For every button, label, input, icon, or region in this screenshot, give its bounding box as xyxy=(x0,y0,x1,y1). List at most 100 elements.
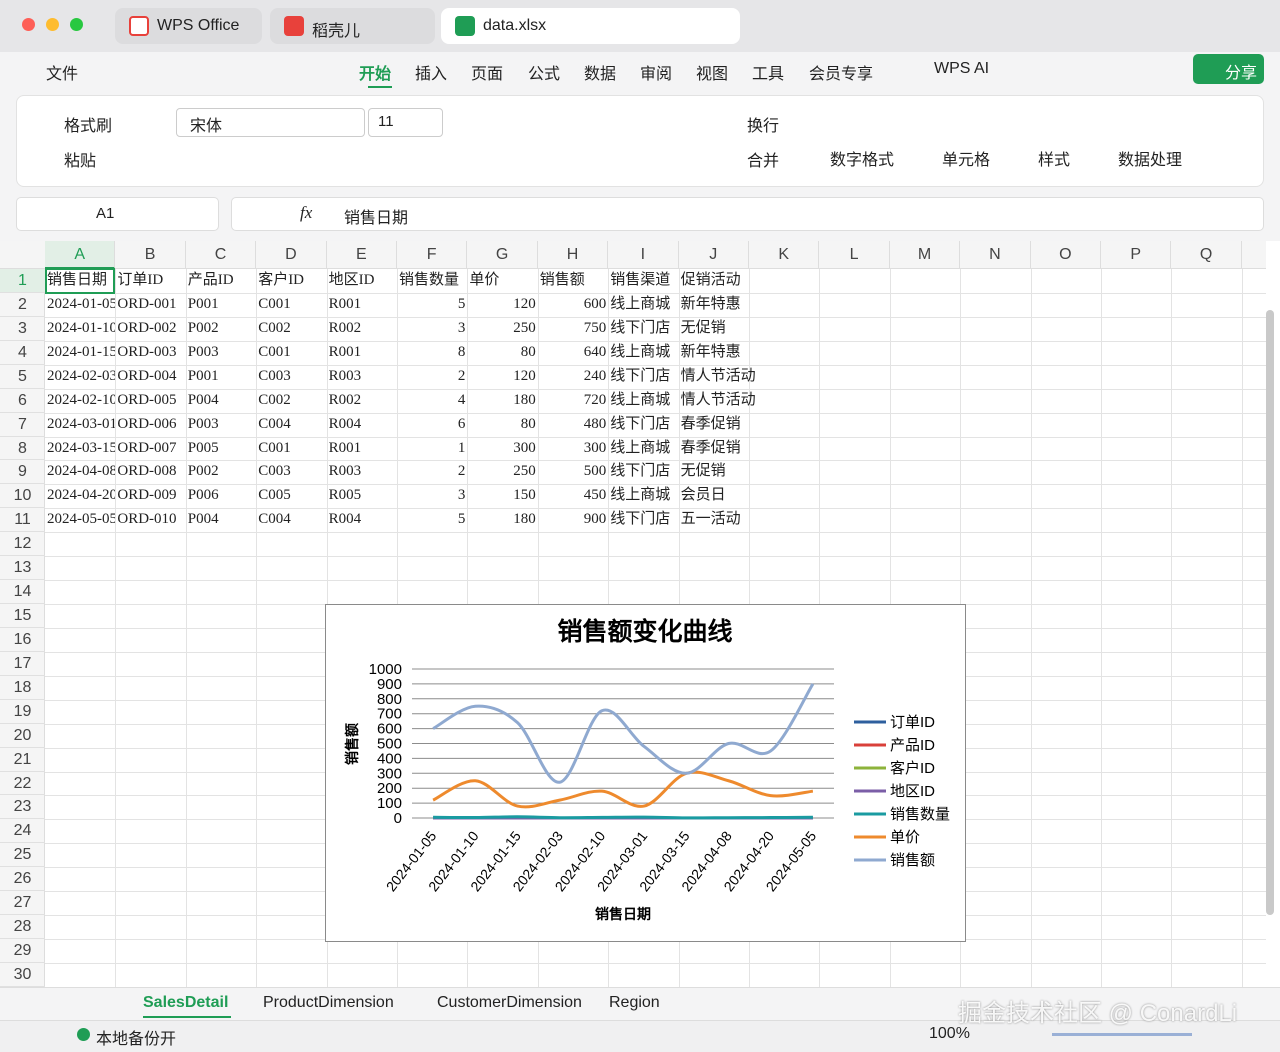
cell[interactable]: 线上商城 xyxy=(610,391,671,408)
cell[interactable]: R002 xyxy=(328,319,362,336)
menu-item[interactable]: 插入 xyxy=(415,66,448,83)
row-header[interactable]: 17 xyxy=(0,652,45,676)
cell[interactable]: C001 xyxy=(258,343,291,360)
zoom-level[interactable]: 100% xyxy=(929,1025,970,1042)
cell[interactable]: 1 xyxy=(457,439,466,456)
cell[interactable]: C002 xyxy=(258,391,291,408)
cell[interactable]: 720 xyxy=(583,391,607,408)
cell[interactable]: 线下门店 xyxy=(610,319,671,336)
cell[interactable]: R001 xyxy=(328,295,362,312)
column-header[interactable]: K xyxy=(749,241,820,269)
sheet-tab[interactable]: CustomerDimension xyxy=(437,994,582,1011)
cell[interactable]: 500 xyxy=(583,463,607,480)
row-header[interactable]: 6 xyxy=(0,389,45,413)
ribbon-button[interactable]: 换行 xyxy=(747,118,780,135)
cell[interactable]: 产品ID xyxy=(187,272,234,288)
cell[interactable]: P001 xyxy=(187,367,219,384)
cell[interactable]: P002 xyxy=(187,319,219,336)
cell[interactable]: 640 xyxy=(583,343,607,360)
menu-item[interactable]: 公式 xyxy=(528,66,561,83)
cell[interactable]: 8 xyxy=(457,343,466,360)
cell[interactable]: 80 xyxy=(520,415,536,432)
column-header[interactable]: N xyxy=(960,241,1031,269)
cell[interactable]: ORD-008 xyxy=(117,463,177,480)
cell[interactable]: 单价 xyxy=(469,272,500,288)
scrollbar[interactable] xyxy=(1266,310,1274,915)
window-tab[interactable]: 稻壳儿 xyxy=(270,8,435,44)
row-header[interactable]: 16 xyxy=(0,628,45,652)
cell[interactable]: 6 xyxy=(457,415,466,432)
cell[interactable]: 2024-04-08 xyxy=(47,463,116,480)
row-header[interactable]: 19 xyxy=(0,700,45,724)
cell[interactable]: 2024-03-15 xyxy=(47,439,116,456)
cell[interactable]: 480 xyxy=(583,415,607,432)
menu-item[interactable]: 文件 xyxy=(46,66,79,83)
ribbon-button[interactable]: 粘贴 xyxy=(64,153,97,170)
column-header[interactable]: Q xyxy=(1171,241,1242,269)
row-header[interactable]: 22 xyxy=(0,772,45,796)
ribbon-button[interactable]: 单元格 xyxy=(942,152,991,169)
cell[interactable]: 2 xyxy=(457,367,466,384)
cell[interactable]: 春季促销 xyxy=(680,439,741,456)
cell[interactable]: 新年特惠 xyxy=(680,343,741,360)
row-header[interactable]: 7 xyxy=(0,413,45,437)
cell[interactable]: 80 xyxy=(520,343,536,360)
cell[interactable]: 2024-01-05 xyxy=(47,295,116,312)
formula-input[interactable] xyxy=(231,197,1264,231)
cell[interactable]: 180 xyxy=(513,391,536,408)
column-header[interactable]: M xyxy=(890,241,961,269)
cell[interactable]: 4 xyxy=(457,391,466,408)
column-header[interactable]: D xyxy=(256,241,327,269)
cell[interactable]: ORD-005 xyxy=(117,391,177,408)
row-header[interactable]: 23 xyxy=(0,795,45,820)
row-header[interactable]: 1 xyxy=(0,269,45,293)
menu-item[interactable]: 页面 xyxy=(471,66,504,83)
row-header[interactable]: 29 xyxy=(0,939,45,963)
cell[interactable]: 2024-05-05 xyxy=(47,511,116,528)
ribbon-button[interactable]: 合并 xyxy=(747,153,780,170)
column-header[interactable]: G xyxy=(467,241,538,269)
maximize-button[interactable] xyxy=(70,18,83,31)
cell[interactable]: 无促销 xyxy=(680,463,726,480)
cell[interactable]: ORD-006 xyxy=(117,415,177,432)
cell[interactable]: C003 xyxy=(258,463,291,480)
cell[interactable]: R005 xyxy=(328,487,362,504)
menu-item[interactable]: 会员专享 xyxy=(809,66,874,83)
column-header[interactable]: F xyxy=(397,241,468,269)
minimize-button[interactable] xyxy=(46,18,59,31)
share-button[interactable] xyxy=(1193,54,1264,84)
cell[interactable]: 2024-02-03 xyxy=(47,367,116,384)
cell[interactable]: 线上商城 xyxy=(610,487,671,504)
row-header[interactable]: 4 xyxy=(0,341,45,365)
cell[interactable]: 150 xyxy=(513,487,536,504)
row-header[interactable]: 20 xyxy=(0,724,45,748)
cell[interactable]: 120 xyxy=(513,295,536,312)
column-header[interactable]: B xyxy=(115,241,186,269)
cell[interactable]: 2024-01-15 xyxy=(47,343,116,360)
cell[interactable]: ORD-004 xyxy=(117,367,177,384)
font-size-select[interactable] xyxy=(368,108,443,137)
cell[interactable]: R001 xyxy=(328,439,362,456)
cell[interactable]: 120 xyxy=(513,367,536,384)
row-header[interactable]: 26 xyxy=(0,867,45,892)
cell[interactable]: 240 xyxy=(583,367,607,384)
menu-item[interactable]: 视图 xyxy=(696,66,729,83)
cell[interactable]: 线下门店 xyxy=(610,463,671,480)
cell[interactable]: 5 xyxy=(457,295,466,312)
cell[interactable]: C002 xyxy=(258,319,291,336)
selected-cell[interactable] xyxy=(45,268,116,294)
cell[interactable]: ORD-010 xyxy=(117,511,177,528)
cell[interactable]: 线上商城 xyxy=(610,439,671,456)
cell[interactable]: ORD-001 xyxy=(117,295,177,312)
ribbon-button[interactable]: 格式刷 xyxy=(64,118,113,135)
cell[interactable]: C005 xyxy=(258,487,291,504)
row-header[interactable]: 30 xyxy=(0,963,45,987)
column-header[interactable]: C xyxy=(186,241,257,269)
column-header[interactable]: O xyxy=(1031,241,1101,269)
window-tab[interactable]: data.xlsx xyxy=(441,8,740,44)
name-box[interactable] xyxy=(16,197,219,231)
cell[interactable]: 线下门店 xyxy=(610,511,671,528)
cell[interactable]: 180 xyxy=(513,511,536,528)
cell[interactable]: 线下门店 xyxy=(610,367,671,384)
row-header[interactable]: 5 xyxy=(0,365,45,389)
